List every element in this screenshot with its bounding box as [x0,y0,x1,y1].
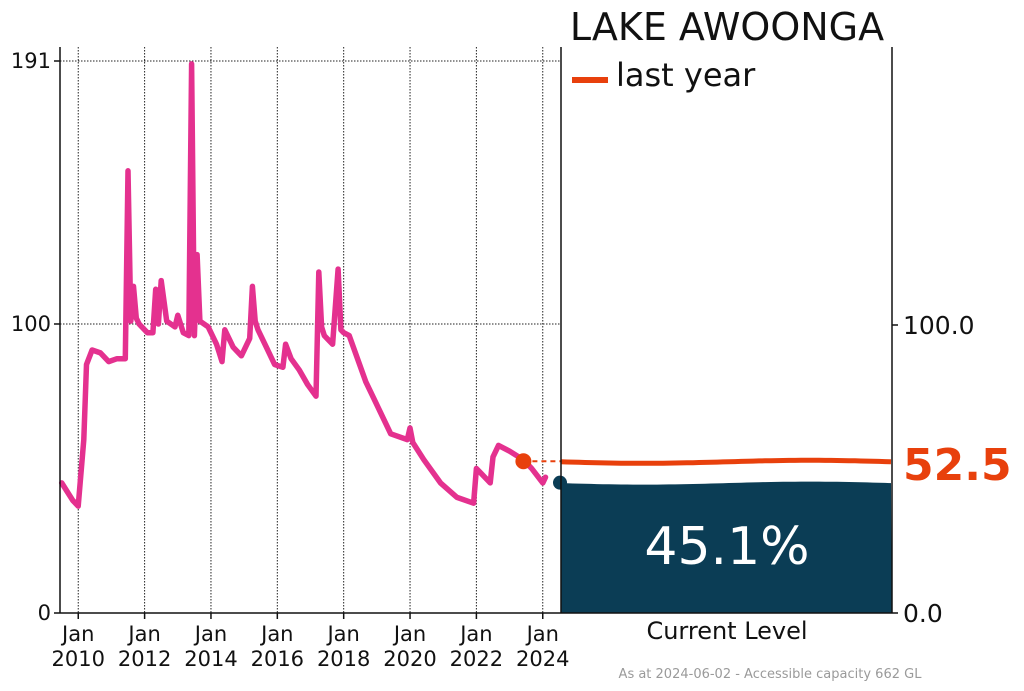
x-tick-label: 2024 [516,647,569,671]
gauge-tick-label: 0.0 [903,599,943,628]
gauge-xlabel: Current Level [646,617,807,645]
x-tick-label: 2016 [251,647,304,671]
x-tick-label: 2020 [383,647,436,671]
y-tick-label: 0 [38,601,51,625]
last-year-point [515,453,532,470]
gauge-tick-label: 100.0 [903,311,975,340]
x-tick-label: Jan [458,622,492,646]
x-tick-label: 2022 [450,647,503,671]
legend-label: last year [616,56,756,94]
x-tick-label: Jan [525,622,559,646]
axes: 1911000Jan2010Jan2012Jan2014Jan2016Jan20… [11,47,975,671]
x-tick-label: Jan [126,622,160,646]
current-level-fill [561,481,892,613]
x-tick-label: Jan [392,622,426,646]
y-tick-label: 191 [11,49,51,73]
footer-note: As at 2024-06-02 - Accessible capacity 6… [619,667,923,682]
series-layer [58,61,567,509]
x-tick-label: Jan [325,622,359,646]
gauge-panel [560,455,892,613]
last-year-value-label: 52.5 [903,440,1012,491]
chart-title: LAKE AWOONGA [570,5,884,49]
x-tick-label: Jan [259,622,293,646]
y-tick-label: 100 [11,312,51,336]
legend: last year [572,56,756,94]
x-tick-label: 2014 [184,647,237,671]
x-tick-label: Jan [193,622,227,646]
x-tick-label: 2018 [317,647,370,671]
series-line [58,61,549,509]
x-tick-label: 2012 [118,647,171,671]
last-year-level-line [560,457,892,466]
x-tick-label: 2010 [52,647,105,671]
current-percent-label: 45.1% [644,517,809,577]
grid-lines [60,47,561,613]
x-tick-label: Jan [60,622,94,646]
